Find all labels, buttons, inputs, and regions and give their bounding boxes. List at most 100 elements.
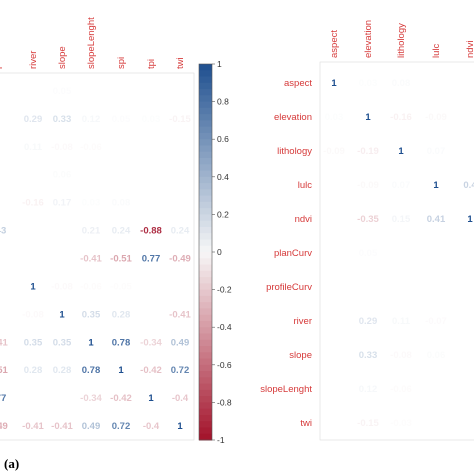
colorbar-segment: [199, 64, 212, 71]
colorbar-segment: [199, 145, 212, 153]
left-cell-value: 1: [30, 281, 36, 292]
left-cell-value: 0.49: [171, 337, 190, 348]
right-cell-value: 0.12: [359, 384, 378, 395]
right-cell-value: -0.09: [425, 112, 447, 123]
colorbar-segment: [199, 176, 212, 184]
colorbar-tick-label: 0.4: [217, 172, 229, 182]
right-cell-value: -0.08: [390, 350, 412, 361]
left-cell-value: -0.49: [169, 254, 191, 265]
left-cell-value: -0.06: [80, 281, 102, 292]
left-cell-value: 1: [118, 365, 124, 376]
right-cell-value: 0.03: [359, 78, 378, 89]
colorbar-segment: [199, 76, 212, 84]
right-row-label: twi: [300, 418, 312, 429]
colorbar-segment: [199, 314, 212, 322]
colorbar-segment: [199, 389, 212, 397]
right-row-label: slope: [289, 350, 312, 361]
colorbar-segment: [199, 239, 212, 247]
colorbar-segment: [199, 126, 212, 134]
left-cell-value: 0.17: [53, 198, 72, 209]
right-cell-value: -0.19: [357, 146, 379, 157]
colorbar-segment: [199, 264, 212, 272]
right-cell-value: -0.09: [357, 180, 379, 191]
colorbar-segment: [199, 252, 212, 259]
colorbar-tick-label: 0: [217, 247, 222, 257]
left-cell-value: 1: [177, 421, 183, 432]
left-cell-value: 1: [59, 309, 65, 320]
colorbar-segment: [199, 371, 212, 378]
right-cell-value: 0.29: [359, 316, 378, 327]
left-cell-value: 0.35: [53, 337, 72, 348]
left-cell-value: -0.16: [22, 198, 44, 209]
right-cell-value: 0.08: [392, 78, 411, 89]
colorbar-segment: [199, 421, 212, 428]
right-column-header: ndvi: [465, 41, 474, 58]
colorbar-segment: [199, 277, 212, 284]
right-cell-value: 0.41: [427, 214, 446, 225]
colorbar-segment: [199, 114, 212, 121]
left-cell-value: 0.03: [142, 114, 161, 125]
right-cell-value: -0.35: [357, 214, 379, 225]
right-cell-value: -0.16: [390, 112, 412, 123]
colorbar-segment: [199, 339, 212, 347]
colorbar-segment: [199, 308, 212, 316]
left-cell-value: 0.28: [112, 309, 131, 320]
left-cell-value: -0.42: [140, 365, 162, 376]
right-correlation-matrix: aspect elevation lithology lulc ndvi aspect 1 0…: [260, 20, 474, 441]
left-cell-value: 1: [88, 337, 94, 348]
right-row-label: ndvi: [295, 214, 312, 225]
left-cell-value: 0.03: [82, 198, 101, 209]
colorbar-tick-label: -1: [217, 435, 225, 445]
colorbar-segment: [199, 89, 212, 96]
right-row-label: planCurv: [274, 248, 312, 259]
right-cell-value: 0.07: [427, 146, 446, 157]
colorbar-tick-label: 0.2: [217, 209, 229, 219]
left-cell-value: 0.49: [82, 421, 101, 432]
colorbar-segment: [199, 70, 212, 78]
left-cell-value: -0.05: [110, 281, 132, 292]
left-cell-value: 0.77: [0, 393, 6, 404]
left-cell-value: -0.41: [0, 337, 9, 348]
right-cell-value: 1: [467, 214, 473, 225]
right-cell-value: 0.06: [427, 350, 446, 361]
left-cell-value: 0.72: [112, 421, 131, 432]
colorbar-segment: [199, 107, 212, 115]
colorbar-segment: [199, 220, 212, 228]
left-column-header: tpi: [146, 59, 157, 69]
left-cell-value: -0.4: [172, 393, 189, 404]
right-cell-value: 0.03: [325, 112, 344, 123]
left-cell-value: -0.51: [110, 254, 132, 265]
left-cell-value: 0.06: [53, 170, 72, 181]
colorbar-segment: [199, 408, 212, 416]
left-cell-value: -0.41: [51, 421, 73, 432]
colorbar-segment: [199, 170, 212, 178]
left-cell-value: -0.49: [0, 421, 8, 432]
colorbar-segment: [199, 245, 212, 253]
left-cell-value: 0.28: [53, 365, 72, 376]
colorbar-segment: [199, 302, 212, 309]
colorbar-segment: [199, 346, 212, 353]
colorbar-segment: [199, 208, 212, 215]
right-row-label: river: [294, 316, 312, 327]
colorbar-tick-label: -0.8: [217, 397, 232, 407]
colorbar-segment: [199, 258, 212, 266]
left-column-header: twi: [175, 57, 186, 69]
colorbar-segment: [199, 383, 212, 391]
right-cell-value: -0.15: [357, 418, 379, 429]
left-cell-value: 0.12: [82, 114, 101, 125]
colorbar-segment: [199, 289, 212, 297]
right-cell-value: 1: [398, 146, 404, 157]
left-cell-value: 0.24: [112, 226, 131, 237]
colorbar-tick-label: -0.4: [217, 322, 232, 332]
left-column-header: spi: [116, 57, 127, 69]
left-cell-value: -0.51: [0, 365, 9, 376]
colorbar-tick-label: -0.6: [217, 360, 232, 370]
colorbar-tick-label: 0.6: [217, 134, 229, 144]
right-cell-value: 1: [433, 180, 439, 191]
right-cell-value: 0.33: [359, 350, 378, 361]
right-cell-value: -0.06: [390, 384, 412, 395]
colorbar-tick-label: 0.8: [217, 97, 229, 107]
right-row-label: lithology: [277, 146, 312, 157]
colorbar-segment: [199, 132, 212, 140]
